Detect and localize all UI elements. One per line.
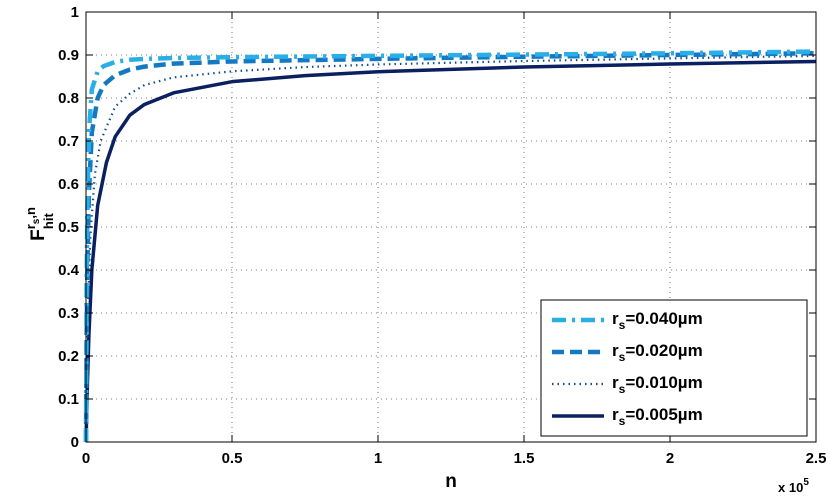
x-tick-label: 2 <box>666 450 674 467</box>
y-tick-label: 0.4 <box>58 262 80 279</box>
x-multiplier-exp: 5 <box>803 477 809 488</box>
svg-text:Frs,nhit: Frs,nhit <box>23 207 56 241</box>
x-axis-multiplier: x 105 <box>778 477 809 495</box>
series-layer <box>83 49 817 443</box>
legend-label-main: r <box>612 373 619 392</box>
y-tick-label: 0.6 <box>58 176 79 193</box>
y-label-sup-main: r <box>23 224 38 229</box>
legend: rs=0.040µm rs=0.020µm rs=0.010µm rs=0.00… <box>540 299 808 437</box>
legend-label-value: =0.005µm <box>625 405 702 424</box>
legend-box <box>540 299 808 437</box>
y-tick-label: 0.3 <box>58 305 79 322</box>
series-line-1 <box>83 51 817 443</box>
svg-text:rs=0.040µm: rs=0.040µm <box>612 309 703 332</box>
legend-label-value: =0.010µm <box>625 373 702 392</box>
svg-text:rs=0.010µm: rs=0.010µm <box>612 373 703 396</box>
legend-label-sub: s <box>619 318 626 332</box>
legend-entry-4: rs=0.005µm <box>552 405 703 428</box>
y-axis-label: Frs,nhit <box>23 207 56 241</box>
y-label-sup-sub: s <box>31 218 42 224</box>
y-tick-label: 1 <box>71 4 79 21</box>
y-tick-label: 0.9 <box>58 47 79 64</box>
legend-label-value: =0.020µm <box>625 341 702 360</box>
legend-label-main: r <box>612 405 619 424</box>
y-tick-label: 0.1 <box>58 391 79 408</box>
legend-entry-2: rs=0.020µm <box>552 341 703 364</box>
axis-ticks <box>85 11 817 443</box>
x-multiplier-base: x 10 <box>778 480 803 495</box>
legend-entry-1: rs=0.040µm <box>552 309 703 332</box>
x-tick-label: 1.5 <box>514 450 535 467</box>
x-tick-label: 0 <box>82 450 90 467</box>
y-tick-label: 0.2 <box>58 348 79 365</box>
grid <box>86 12 816 442</box>
y-tick-label: 0 <box>71 434 79 451</box>
x-tick-label: 1 <box>374 450 382 467</box>
x-tick-label: 0.5 <box>222 450 243 467</box>
x-tick-label: 2.5 <box>806 450 827 467</box>
svg-text:rs=0.005µm: rs=0.005µm <box>612 405 703 428</box>
legend-label-main: r <box>612 341 619 360</box>
x-tick-labels: 0 0.5 1 1.5 2 2.5 <box>82 450 827 467</box>
y-tick-label: 0.8 <box>58 90 79 107</box>
legend-label-sub: s <box>619 350 626 364</box>
legend-label-value: =0.040µm <box>625 309 702 328</box>
series-line-3 <box>84 59 817 443</box>
y-tick-labels: 0 0.1 0.2 0.3 0.4 0.5 0.6 0.7 0.8 0.9 1 <box>58 4 80 451</box>
y-tick-label: 0.7 <box>58 133 79 150</box>
svg-text:rs=0.020µm: rs=0.020µm <box>612 341 703 364</box>
x-axis-label: n <box>445 471 457 492</box>
legend-label-main: r <box>612 309 619 328</box>
legend-entry-3: rs=0.010µm <box>552 373 703 396</box>
legend-label-sub: s <box>619 382 626 396</box>
y-label-sub: hit <box>41 213 56 230</box>
legend-label-sub: s <box>619 414 626 428</box>
y-label-sup-tail: ,n <box>23 207 38 219</box>
y-label-main: F <box>28 229 49 241</box>
y-tick-label: 0.5 <box>58 219 79 236</box>
series-line-0 <box>83 49 817 443</box>
